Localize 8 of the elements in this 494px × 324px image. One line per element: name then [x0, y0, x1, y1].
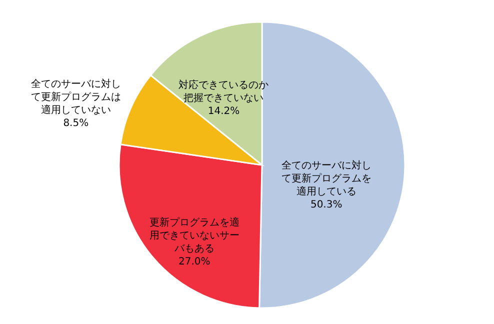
slice-label: 更新プログラムを適用できていないサーバもある	[149, 216, 240, 254]
slice-label: 全てのサーバに対して更新プログラムは適用していない	[30, 78, 121, 116]
data-label: 8.5%	[63, 118, 89, 129]
data-label: 27.0%	[178, 256, 210, 268]
slice-label: 対応できているのか把握できていない	[178, 79, 269, 104]
slice-label: 全てのサーバに対して更新プログラムを適用している	[281, 160, 372, 198]
data-label: 14.2%	[208, 106, 240, 118]
data-label: 50.3%	[310, 200, 342, 211]
